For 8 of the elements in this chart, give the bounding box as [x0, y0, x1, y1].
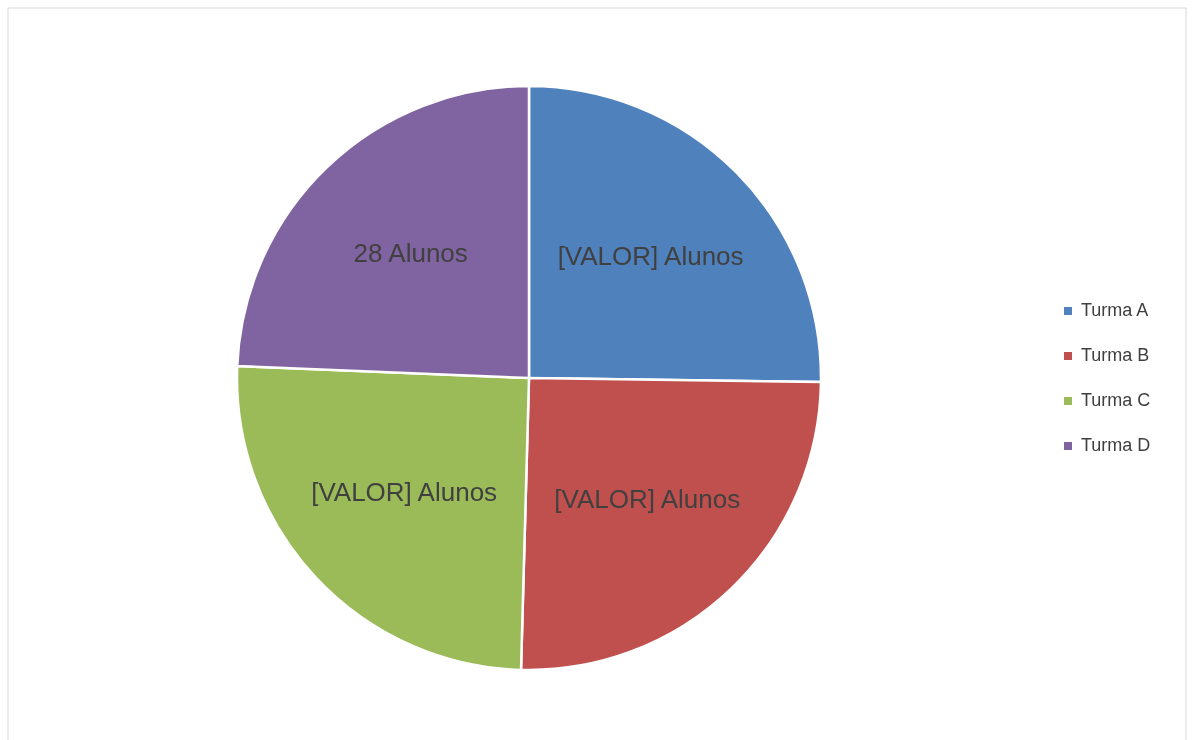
legend-label: Turma B — [1081, 344, 1150, 365]
data-label: 28 Alunos — [353, 237, 468, 268]
data-label: [VALOR] Alunos — [554, 484, 741, 515]
data-label: [VALOR] Alunos — [311, 477, 498, 508]
data-label: [VALOR] Alunos — [557, 240, 744, 271]
legend-label: Turma A — [1081, 299, 1149, 320]
legend-label: Turma D — [1081, 434, 1151, 455]
legend-label: Turma C — [1081, 389, 1151, 410]
